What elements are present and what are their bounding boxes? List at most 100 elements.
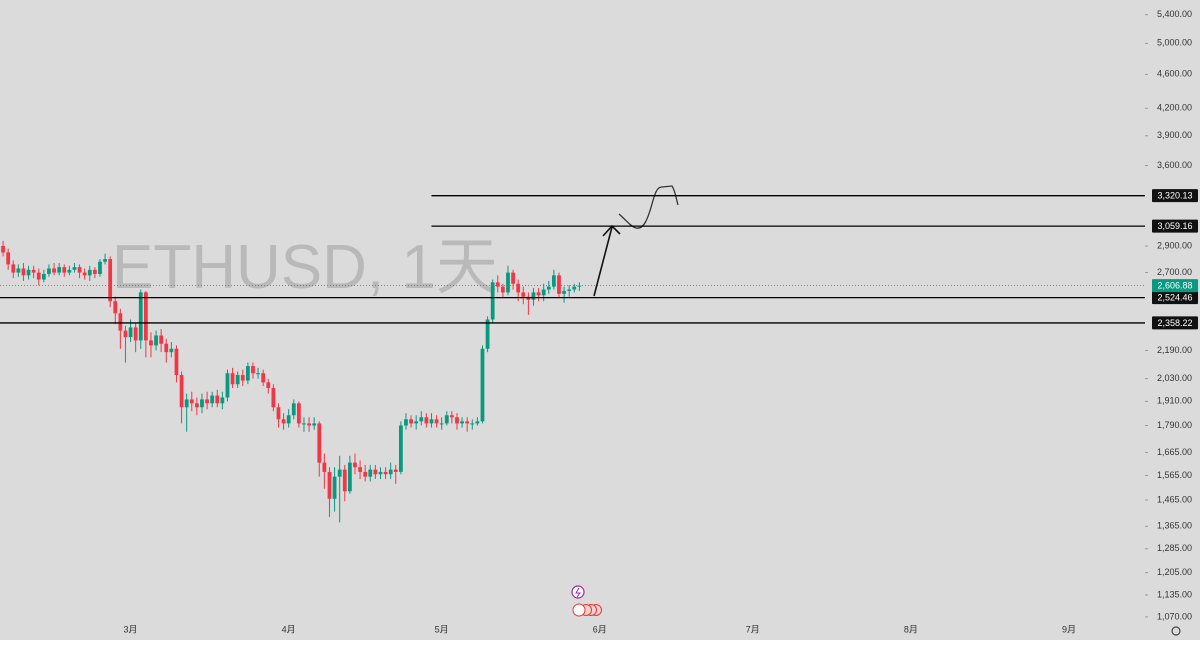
candle-body	[281, 419, 286, 424]
candle-body	[475, 421, 480, 424]
candle-body	[128, 327, 133, 338]
y-tick-label: 5,400.00	[1157, 9, 1192, 19]
candle-body	[577, 285, 582, 287]
event-icon[interactable]	[571, 585, 585, 599]
candle-body	[444, 415, 449, 424]
y-tick-label: 2,030.00	[1157, 373, 1192, 383]
candle-body	[62, 267, 67, 273]
candle-body	[87, 269, 92, 276]
y-tick-label: 1,070.00	[1157, 611, 1192, 621]
candle-body	[347, 462, 352, 492]
candle-body	[205, 399, 209, 404]
candle-body	[276, 407, 281, 420]
candle-body	[541, 289, 546, 296]
candle-body	[327, 471, 332, 499]
candle-body	[215, 395, 220, 404]
candle-body	[77, 267, 82, 273]
candle-body	[393, 469, 398, 472]
y-tick-label: 1,790.00	[1157, 420, 1192, 430]
candle-body	[57, 267, 62, 273]
candle-body	[118, 313, 123, 331]
candle-body	[67, 269, 72, 273]
candle-body	[521, 292, 526, 297]
candle-body	[189, 399, 194, 404]
candle-body	[404, 419, 408, 426]
candle-body	[154, 335, 158, 346]
y-tick-label: 1,285.00	[1157, 543, 1192, 553]
candle-body	[567, 289, 572, 291]
y-tick-label: 3,600.00	[1157, 160, 1192, 170]
y-tick-label: 1,665.00	[1157, 447, 1192, 457]
candle-body	[26, 269, 31, 276]
candle-body	[455, 417, 459, 424]
candle-body	[495, 282, 500, 287]
candle-body	[200, 399, 204, 408]
candle-body	[47, 268, 51, 274]
candle-body	[256, 373, 260, 375]
news-icon[interactable]	[572, 603, 586, 617]
candle-body	[179, 375, 184, 408]
candle-body	[113, 301, 118, 314]
y-tick-label: 1,565.00	[1157, 470, 1192, 480]
candle-body	[516, 283, 521, 293]
candle-body	[322, 462, 327, 472]
y-tick-label: 1,205.00	[1157, 567, 1192, 577]
y-tick-label: 4,200.00	[1157, 103, 1192, 113]
candle-body	[490, 282, 495, 320]
candle-body	[164, 343, 169, 353]
level-label-box	[1152, 316, 1198, 330]
y-tick-label: 2,190.00	[1157, 345, 1192, 355]
candle-body	[133, 327, 138, 341]
candle-body	[302, 423, 306, 425]
candle-body	[103, 259, 107, 262]
level-label: 3,059.16	[1157, 221, 1192, 231]
y-tick-label: 3,900.00	[1157, 130, 1192, 140]
price-label: 2,606.88	[1157, 281, 1192, 291]
candle-body	[434, 419, 439, 424]
candle-body	[108, 259, 113, 302]
bottom-strip	[0, 640, 1200, 651]
candle-body	[546, 286, 551, 290]
candle-body	[353, 462, 357, 468]
candle-body	[220, 397, 225, 404]
candle-body	[159, 335, 164, 344]
candle-body	[296, 403, 301, 424]
x-tick-label: 6月	[593, 624, 607, 634]
candle-body	[551, 275, 556, 287]
candle-body	[149, 340, 153, 346]
y-tick-label: 1,135.00	[1157, 589, 1192, 599]
candle-body	[225, 373, 230, 398]
level-label-box	[1152, 291, 1198, 305]
candle-body	[480, 348, 485, 422]
candle-body	[388, 469, 393, 475]
candle-body	[536, 292, 541, 296]
candle-body	[368, 469, 373, 477]
candle-body	[337, 469, 342, 477]
candle-body	[286, 415, 291, 424]
candle-body	[210, 395, 215, 404]
candle-body	[251, 366, 255, 374]
candle-body	[11, 264, 16, 273]
candle-body	[184, 399, 189, 408]
y-tick-label: 1,465.00	[1157, 494, 1192, 504]
level-label-box	[1152, 189, 1198, 203]
level-label: 2,358.22	[1157, 318, 1192, 328]
level-label: 2,524.46	[1157, 292, 1192, 302]
candle-body	[98, 261, 102, 274]
candle-body	[378, 471, 383, 475]
candle-body	[52, 268, 56, 273]
candle-body	[92, 269, 97, 274]
candle-body	[312, 423, 317, 426]
candle-body	[230, 373, 235, 385]
candle-body	[21, 268, 26, 276]
y-tick-label: 5,000.00	[1157, 38, 1192, 48]
candle-body	[506, 272, 510, 293]
candle-body	[449, 415, 454, 418]
candle-body	[439, 423, 444, 425]
candle-body	[465, 421, 470, 424]
candle-body	[419, 417, 424, 422]
settings-icon[interactable]	[1171, 626, 1181, 636]
y-tick-label: 2,700.00	[1157, 267, 1192, 277]
candle-body	[16, 268, 21, 273]
